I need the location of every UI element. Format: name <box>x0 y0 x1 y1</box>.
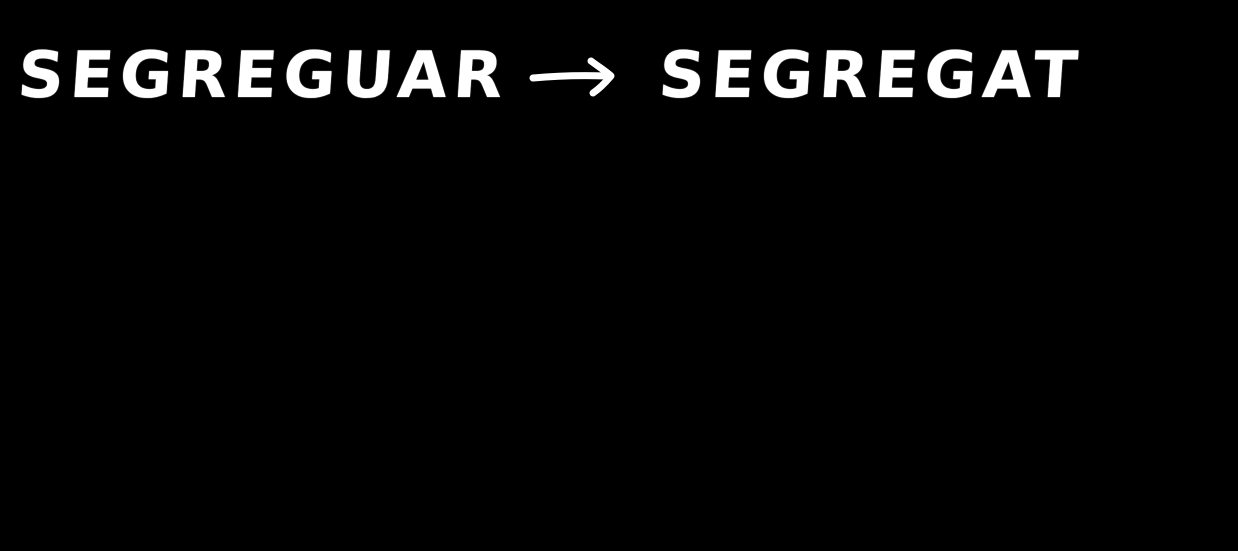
source-word: SEGREGUAR <box>15 39 512 113</box>
right-arrow-icon <box>529 51 619 101</box>
handwritten-line: SEGREGUAR SEGREGAT <box>15 28 1228 124</box>
target-word: SEGREGAT <box>656 39 1086 113</box>
